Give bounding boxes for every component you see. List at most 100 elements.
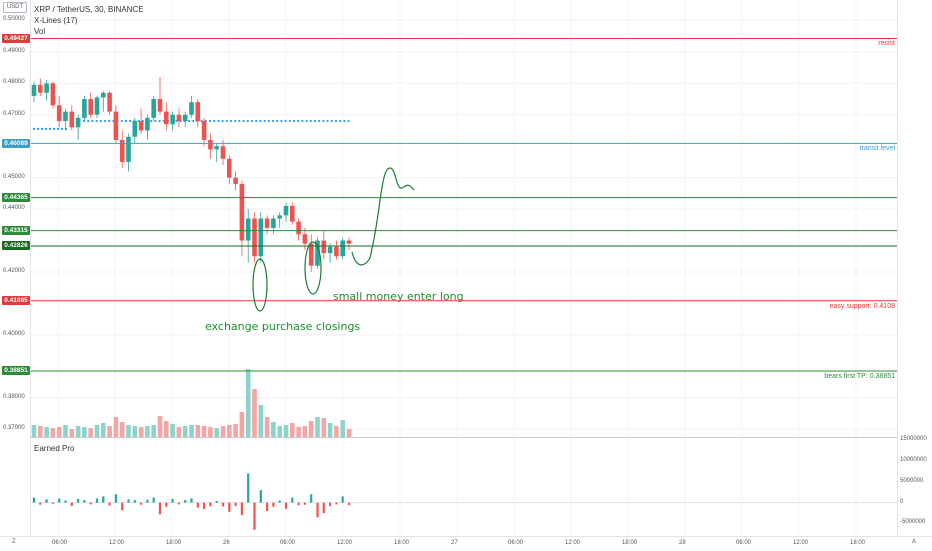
candle-body [151, 99, 156, 118]
right-scale[interactable] [897, 0, 932, 536]
candle-body [239, 183, 245, 241]
sub-tick: 0 [900, 498, 904, 505]
forecast-drawing[interactable] [351, 167, 415, 266]
xlines-dot [297, 119, 300, 123]
time-axis[interactable]: Z A [0, 536, 932, 551]
candle-body [75, 117, 81, 128]
time-tick: 18:00 [166, 540, 182, 546]
earned-pro-bar [329, 502, 332, 506]
pane-divider[interactable] [30, 437, 897, 438]
price-tag[interactable]: 0.43315 [2, 226, 30, 236]
candle-body [182, 114, 188, 122]
candle-body [195, 102, 201, 122]
volume-bar [315, 417, 320, 437]
candle-body [31, 84, 37, 96]
candle-body [346, 240, 352, 244]
earned-pro-bar [335, 502, 338, 505]
symbol-title[interactable]: XRP / TetherUS, 30, BINANCE [34, 5, 144, 14]
xlines-indicator [32, 119, 350, 130]
volume-bar [296, 427, 301, 437]
volume-bar [283, 425, 289, 437]
earned-pro-bar [108, 502, 111, 506]
time-tick: 18:00 [622, 540, 638, 546]
price-tag[interactable]: 0.46089 [2, 138, 30, 148]
xlines-dot [40, 127, 44, 130]
xlines-dot [309, 119, 312, 123]
candle-body [315, 240, 320, 266]
price-tag[interactable]: 0.41085 [2, 296, 30, 306]
volume-bar [164, 421, 169, 437]
annotation-small-money[interactable]: small money enter long [333, 290, 464, 303]
candle-body [176, 114, 182, 122]
price-tick: 0.44000 [3, 205, 25, 212]
earned-pro-bar [58, 498, 61, 503]
auto-scale-button[interactable]: A [912, 539, 917, 545]
volume-bar [189, 425, 194, 437]
volume-bar [346, 429, 352, 437]
price-tick: 0.42000 [3, 267, 25, 274]
candle-body [290, 205, 295, 222]
candle-body [271, 218, 276, 228]
candle-body [170, 114, 175, 125]
earned-pro-bar [234, 502, 237, 506]
price-tag[interactable]: 0.38851 [2, 366, 30, 376]
xlines-dot [343, 119, 346, 123]
price-tick: 0.40000 [3, 330, 25, 337]
volume-bar [119, 422, 125, 437]
volume-legend[interactable]: Vol [34, 27, 46, 36]
earned-pro-bar [322, 502, 325, 514]
earned-pro-legend[interactable]: Earned Pro [34, 444, 75, 453]
volume-bar [31, 425, 37, 437]
price-tag[interactable]: 0.49427 [2, 33, 30, 43]
candle-body [277, 215, 282, 219]
ellipse-drawing-2[interactable] [304, 241, 322, 295]
volume-bar [334, 426, 339, 437]
earned-pro-bar [89, 502, 92, 505]
line-label[interactable]: resist [878, 40, 895, 48]
xlines-dot [192, 119, 195, 123]
volume-bars [31, 369, 352, 437]
ellipse-drawing-1[interactable] [252, 258, 268, 312]
currency-badge[interactable]: USDT [3, 2, 27, 13]
earned-pro-bar [114, 494, 117, 503]
candlestick-series [31, 77, 352, 272]
sub-tick: 15000000 [900, 436, 927, 443]
line-label[interactable]: easy support: 0.4108 [829, 302, 895, 310]
xlines-dot [208, 119, 212, 123]
xlines-dot [267, 119, 270, 123]
candle-body [227, 158, 232, 178]
volume-bar [271, 422, 276, 437]
xlines-dot [217, 119, 220, 123]
volume-bar [252, 389, 257, 437]
candle-body [69, 111, 75, 128]
time-tick: 26 [223, 540, 230, 546]
volume-bar [56, 427, 62, 437]
xlines-dot [150, 119, 153, 123]
timezone-button[interactable]: Z [12, 539, 16, 545]
volume-bar [176, 427, 182, 437]
volume-bar [101, 423, 106, 437]
line-label[interactable]: bears first TP: 0.38851 [824, 372, 895, 380]
earned-pro-bar [102, 496, 105, 503]
xlines-legend[interactable]: X-Lines (17) [34, 16, 78, 25]
candle-body [50, 83, 56, 106]
earned-pro-bar [253, 502, 256, 530]
left-price-scale[interactable]: USDT [0, 0, 31, 536]
price-tag[interactable]: 0.42826 [2, 241, 30, 251]
time-tick: 27 [451, 540, 458, 546]
xlines-dot [108, 119, 111, 123]
xlines-dot [280, 119, 283, 123]
xlines-dot [318, 119, 321, 123]
earned-pro-bar [240, 502, 243, 516]
xlines-dot [288, 119, 291, 123]
line-label[interactable]: transit level [859, 145, 895, 153]
volume-bar [277, 426, 282, 437]
price-tag[interactable]: 0.44365 [2, 193, 30, 203]
candle-body [283, 205, 289, 216]
xlines-dot [91, 119, 94, 123]
candle-body [88, 99, 93, 115]
annotation-exchange[interactable]: exchange purchase closings [205, 320, 361, 333]
xlines-dot [32, 127, 36, 130]
earned-pro-bar [278, 500, 281, 503]
